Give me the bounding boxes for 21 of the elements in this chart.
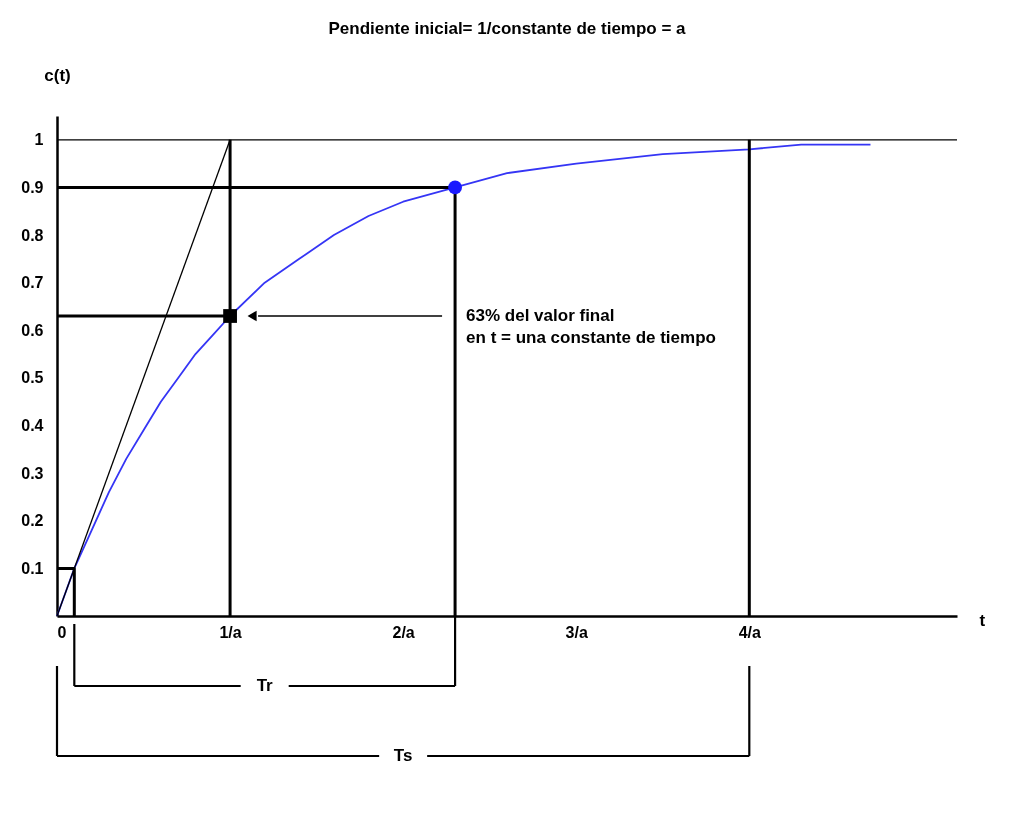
y-tick-label: 0.1 — [21, 559, 44, 577]
x-tick-label: 3/a — [565, 623, 588, 641]
y-tick-label: 0.6 — [21, 321, 44, 339]
y-tick-label: 1 — [34, 131, 44, 149]
y-tick-label: 0.8 — [21, 226, 44, 244]
x-tick-label: 4/a — [738, 623, 762, 641]
y-tick-label: 0.9 — [21, 178, 44, 196]
y-tick-label: 0.4 — [21, 417, 44, 435]
y-axis-title: c(t) — [44, 65, 71, 85]
x-axis-title: t — [979, 610, 986, 630]
y-tick-label: 0.2 — [21, 512, 44, 530]
annotation: 63% del valor final en t = una constante de tiempo — [466, 306, 716, 347]
y-tick-label: 0.7 — [21, 274, 44, 292]
x-tick-label: 2/a — [392, 623, 415, 641]
y-tick-label: 0.3 — [21, 464, 44, 482]
chart-title: Pendiente inicial= 1/constante de tiempo = a — [328, 19, 687, 38]
text: Tr — [256, 676, 274, 695]
y-tick-label: 0.5 — [21, 369, 44, 387]
x-tick-label: 1/a — [219, 623, 242, 641]
x-tick-label: 0 — [57, 623, 67, 641]
text: Ts — [393, 746, 413, 765]
